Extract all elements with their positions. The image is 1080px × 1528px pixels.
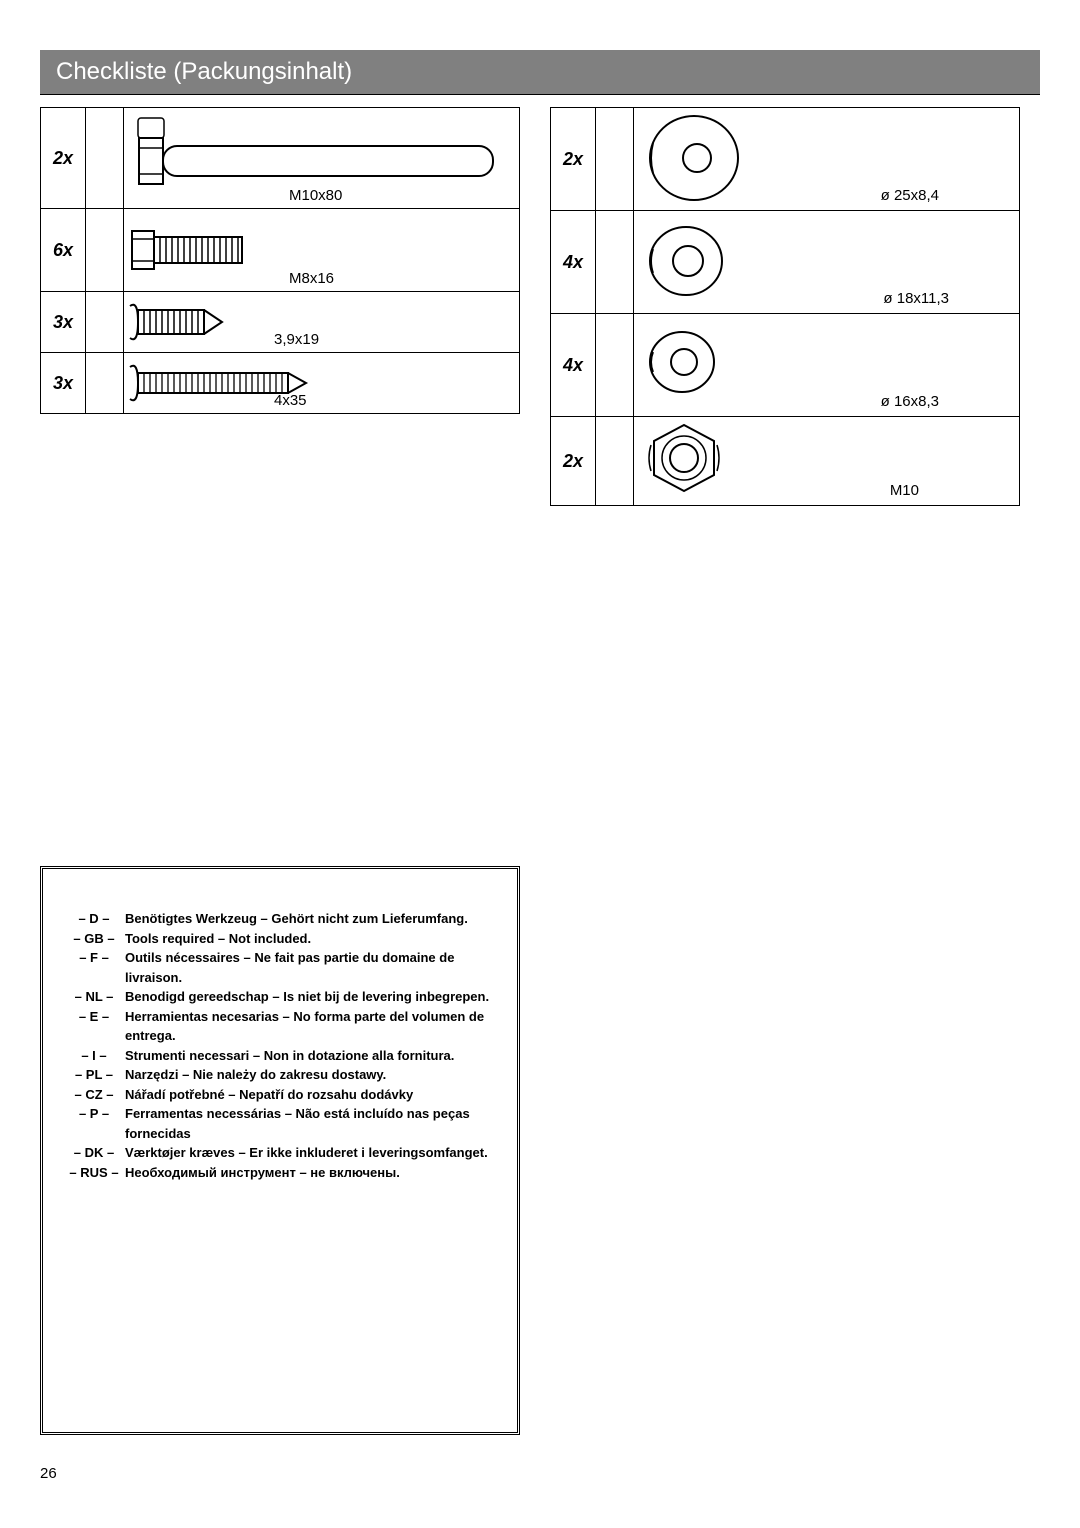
qty-cell: 2x xyxy=(41,108,86,209)
part-label: M10x80 xyxy=(289,187,342,204)
lang-line: – PL –Narzędzi – Nie należy do zakresu d… xyxy=(63,1065,497,1085)
lang-code: – RUS – xyxy=(63,1163,125,1183)
lang-line: – I –Strumenti necessari – Non in dotazi… xyxy=(63,1046,497,1066)
lang-code: – F – xyxy=(63,948,125,987)
lang-line: – P –Ferramentas necessárias – Não está … xyxy=(63,1104,497,1143)
qty-cell: 2x xyxy=(551,108,596,211)
lang-code: – GB – xyxy=(63,929,125,949)
qty-cell: 2x xyxy=(551,417,596,506)
left-parts-table: 2x M10x80 6x xyxy=(40,107,520,414)
gap-cell xyxy=(86,353,124,414)
lang-line: – CZ –Nářadí potřebné – Nepatří do rozsa… xyxy=(63,1085,497,1105)
lang-text: Tools required – Not included. xyxy=(125,929,497,949)
washer-large-icon xyxy=(634,108,1014,210)
screw-4x35-cell: 4x35 xyxy=(124,353,520,414)
bolt-m8x16-cell: M8x16 xyxy=(124,209,520,292)
washer-small-icon xyxy=(634,314,1014,416)
lang-text: Необходимый инструмент – не включены. xyxy=(125,1163,497,1183)
lang-text: Herramientas necesarias – No forma parte… xyxy=(125,1007,497,1046)
parts-tables-row: 2x M10x80 6x xyxy=(40,107,1040,506)
gap-cell xyxy=(596,417,634,506)
gap-cell xyxy=(86,292,124,353)
qty-cell: 3x xyxy=(41,353,86,414)
part-label: M10 xyxy=(890,482,919,499)
lang-line: – RUS –Необходимый инструмент – не включ… xyxy=(63,1163,497,1183)
lang-text: Narzędzi – Nie należy do zakresu dostawy… xyxy=(125,1065,497,1085)
washer-16-cell: ø 16x8,3 xyxy=(634,314,1020,417)
lang-text: Ferramentas necessárias – Não está inclu… xyxy=(125,1104,497,1143)
washer-25-cell: ø 25x8,4 xyxy=(634,108,1020,211)
lang-code: – P – xyxy=(63,1104,125,1143)
lang-text: Benodigd gereedschap – Is niet bij de le… xyxy=(125,987,497,1007)
lang-line: – GB –Tools required – Not included. xyxy=(63,929,497,949)
part-label: ø 25x8,4 xyxy=(881,187,939,204)
lang-code: – PL – xyxy=(63,1065,125,1085)
lang-line: – D –Benötigtes Werkzeug – Gehört nicht … xyxy=(63,909,497,929)
page-number: 26 xyxy=(40,1465,1040,1482)
lang-line: – F –Outils nécessaires – Ne fait pas pa… xyxy=(63,948,497,987)
lang-code: – DK – xyxy=(63,1143,125,1163)
gap-cell xyxy=(86,108,124,209)
gap-cell xyxy=(596,108,634,211)
gap-cell xyxy=(86,209,124,292)
nut-m10-cell: M10 xyxy=(634,417,1020,506)
screw-39x19-cell: 3,9x19 xyxy=(124,292,520,353)
part-label: ø 18x11,3 xyxy=(883,290,949,307)
lang-code: – D – xyxy=(63,909,125,929)
lang-code: – CZ – xyxy=(63,1085,125,1105)
nut-icon xyxy=(634,417,1014,505)
qty-cell: 3x xyxy=(41,292,86,353)
lang-line: – NL –Benodigd gereedschap – Is niet bij… xyxy=(63,987,497,1007)
washer-18-cell: ø 18x11,3 xyxy=(634,211,1020,314)
qty-cell: 6x xyxy=(41,209,86,292)
title-bar: Checkliste (Packungsinhalt) xyxy=(40,50,1040,95)
part-label: 3,9x19 xyxy=(274,331,319,348)
qty-cell: 4x xyxy=(551,211,596,314)
lang-text: Strumenti necessari – Non in dotazione a… xyxy=(125,1046,497,1066)
bolt-m10x80-cell: M10x80 xyxy=(124,108,520,209)
lang-text: Værktøjer kræves – Er ikke inkluderet i … xyxy=(125,1143,497,1163)
right-parts-table: 2x ø 25x8,4 4x ø 18x11,3 xyxy=(550,107,1020,506)
part-label: 4x35 xyxy=(274,392,307,409)
gap-cell xyxy=(596,314,634,417)
part-label: ø 16x8,3 xyxy=(881,393,939,410)
part-label: M8x16 xyxy=(289,270,334,287)
gap-cell xyxy=(596,211,634,314)
lang-line: – E –Herramientas necesarias – No forma … xyxy=(63,1007,497,1046)
lang-text: Benötigtes Werkzeug – Gehört nicht zum L… xyxy=(125,909,497,929)
lang-text: Outils nécessaires – Ne fait pas partie … xyxy=(125,948,497,987)
qty-cell: 4x xyxy=(551,314,596,417)
screw-long-icon xyxy=(124,353,504,413)
lang-code: – NL – xyxy=(63,987,125,1007)
lang-code: – I – xyxy=(63,1046,125,1066)
washer-med-icon xyxy=(634,211,1014,313)
tools-required-box: – D –Benötigtes Werkzeug – Gehört nicht … xyxy=(40,866,520,1435)
lang-line: – DK –Værktøjer kræves – Er ikke inklude… xyxy=(63,1143,497,1163)
lang-text: Nářadí potřebné – Nepatří do rozsahu dod… xyxy=(125,1085,497,1105)
lang-code: – E – xyxy=(63,1007,125,1046)
